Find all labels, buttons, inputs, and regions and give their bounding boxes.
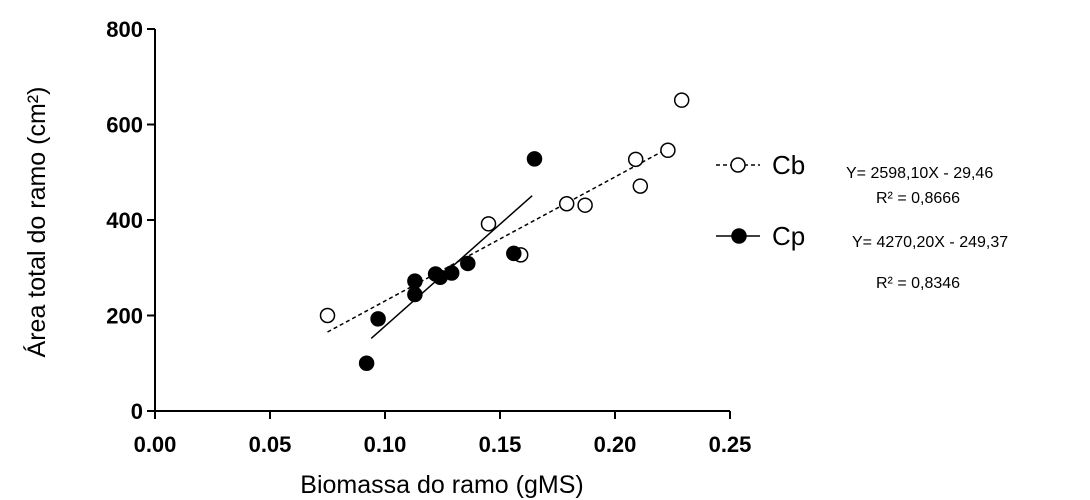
x-tick-label: 0.25 [709, 432, 752, 457]
data-point-cb [558, 196, 575, 212]
r2-cb: R² = 0,8666 [876, 190, 960, 207]
x-axis-title: Biomassa do ramo (gMS) [300, 471, 583, 499]
legend-marker-cp [731, 228, 747, 244]
axes [154, 29, 730, 412]
data-point-cp [506, 245, 522, 262]
x-tick-label: 0.00 [134, 432, 177, 457]
axis-ticks: 0.00 0.05 0.10 0.15 0.20 0.25 0 200 400 600 800 [106, 17, 751, 457]
fit-line-cb [327, 147, 669, 333]
data-point-cb [632, 178, 649, 194]
data-point-cb [660, 142, 676, 159]
data-point-cp [526, 151, 543, 167]
y-tick-label: 0 [131, 399, 143, 424]
data-point-cb [673, 92, 690, 108]
x-tick-label: 0.15 [479, 432, 522, 457]
legend-label-cb: Cb [772, 150, 805, 180]
regression-lines [327, 147, 669, 339]
data-point-cp [370, 311, 386, 327]
x-tick-label: 0.10 [364, 432, 407, 457]
data-point-cb [627, 151, 644, 168]
legend-marker-cb [730, 157, 746, 173]
legend-label-cp: Cp [772, 221, 805, 251]
y-tick-label: 200 [106, 304, 143, 329]
data-point-cp [407, 273, 423, 289]
legend-entry-cp: Cp Y= 4270,20X - 249,37 R² = 0,8346 [716, 221, 1008, 292]
y-tick-label: 800 [106, 17, 143, 42]
y-tick-label: 600 [106, 113, 143, 138]
data-point-cp [460, 255, 476, 272]
legend-entry-cb: Cb Y= 2598,10X - 29,46 R² = 0,8666 [716, 150, 993, 207]
equation-cb: Y= 2598,10X - 29,46 [846, 165, 993, 182]
data-point-cb [319, 307, 336, 324]
data-point-cp [358, 355, 375, 371]
data-point-cb [577, 197, 593, 213]
data-point-cp [407, 286, 423, 303]
data-point-cb [480, 216, 497, 232]
data-points [319, 92, 690, 371]
y-axis-title: Área total do ramo (cm²) [22, 87, 51, 358]
equation-cp: Y= 4270,20X - 249,37 [852, 234, 1008, 251]
data-point-cp [443, 265, 460, 281]
x-tick-label: 0.20 [594, 432, 637, 457]
x-tick-label: 0.05 [249, 432, 292, 457]
legend: Cb Y= 2598,10X - 29,46 R² = 0,8666 Cp Y=… [716, 150, 1008, 292]
r2-cp: R² = 0,8346 [876, 275, 960, 292]
y-tick-label: 400 [106, 208, 143, 233]
